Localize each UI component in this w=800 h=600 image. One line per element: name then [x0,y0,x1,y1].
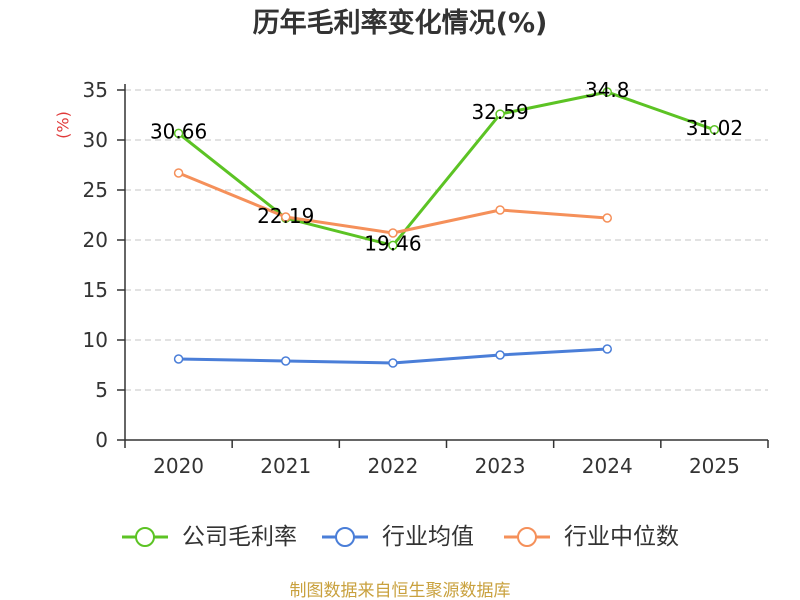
data-point [495,109,505,119]
y-tick-label: 25 [83,178,108,202]
legend-swatch-circle-icon [335,527,355,547]
x-tick-label: 2022 [367,454,418,478]
legend-swatch-circle-icon [517,527,537,547]
y-tick-label: 10 [83,328,108,352]
data-point [173,128,184,139]
data-point [602,344,612,354]
series-1 [173,344,612,368]
legend-label: 行业中位数 [564,524,679,550]
y-tick-label: 30 [83,128,108,152]
x-tick-label: 2024 [582,454,633,478]
data-point [388,240,398,251]
data-label: 32.59 [471,100,528,124]
data-point [495,350,505,360]
data-point [388,228,398,238]
y-tick-label: 0 [95,428,108,452]
data-point [602,87,612,97]
series-line [177,90,716,247]
legend-item-2[interactable]: 行业中位数 [504,524,679,550]
source-footer: 制图数据来自恒生聚源数据库 [290,581,511,600]
series-2 [173,168,612,238]
chart-title: 历年毛利率变化情况(%) [253,7,548,39]
data-point [388,358,398,368]
y-tick-label: 20 [83,228,108,252]
legend: 公司毛利率 行业均值 行业中位数 [122,524,679,550]
legend-item-0[interactable]: 公司毛利率 [122,524,297,550]
data-point [173,354,184,364]
data-point [281,356,291,366]
x-tick-label: 2025 [689,454,740,478]
legend-swatch-circle-icon [135,527,155,547]
legend-label: 公司毛利率 [182,524,297,550]
data-point [281,212,291,222]
legend-item-1[interactable]: 行业均值 [322,524,474,550]
grid-lines [125,89,768,391]
x-tick-label: 2023 [475,454,526,478]
data-point [173,168,184,178]
data-label: 30.66 [150,119,207,143]
legend-label: 行业均值 [382,524,474,550]
data-label: 34.8 [585,78,630,102]
data-label: 22.19 [257,204,314,228]
data-label: 19.46 [364,231,421,255]
series-group [173,87,720,368]
data-labels: 30.66 22.19 19.46 32.59 34.8 31.02 [150,78,743,255]
data-point [709,125,720,135]
data-point [495,205,505,215]
y-axis-label: (%) [54,111,73,139]
data-label: 31.02 [686,116,743,140]
y-tick-label: 35 [83,78,108,102]
y-tick-label: 15 [83,278,108,302]
axes [117,84,769,448]
y-tick-label: 5 [95,378,108,402]
x-tick-label: 2021 [260,454,311,478]
x-tick-label: 2020 [153,454,204,478]
data-point [602,213,612,223]
